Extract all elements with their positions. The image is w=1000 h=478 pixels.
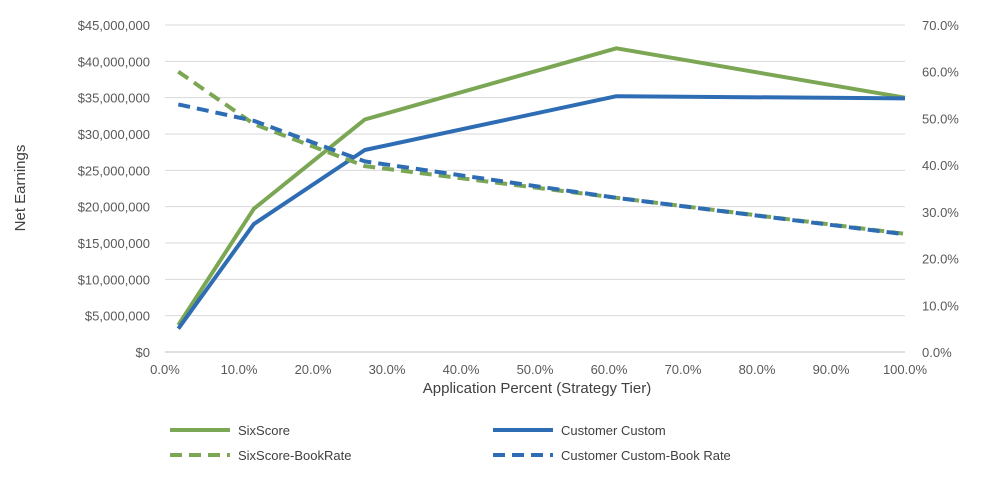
y-left-axis-ticks: $0 $5,000,000 $10,000,000 $15,000,000 $20,00… bbox=[78, 18, 150, 360]
x-tick-label: 50.0% bbox=[517, 362, 554, 377]
series-line bbox=[177, 102, 906, 237]
x-tick-label: 80.0% bbox=[739, 362, 776, 377]
y-left-tick-label: $25,000,000 bbox=[78, 163, 150, 178]
x-tick-label: 10.0% bbox=[221, 362, 258, 377]
y-left-tick-label: $5,000,000 bbox=[85, 309, 150, 324]
y-left-tick-label: $35,000,000 bbox=[78, 91, 150, 106]
y-left-tick-label: $0 bbox=[136, 345, 150, 360]
x-axis-ticks: 0.0% 10.0% 20.0% 30.0% 40.0% 50.0% 60.0% 70.0% 8… bbox=[150, 362, 927, 377]
legend-label: Customer Custom-Book Rate bbox=[561, 448, 731, 463]
legend-label: SixScore bbox=[238, 423, 290, 438]
x-tick-label: 0.0% bbox=[150, 362, 180, 377]
y-left-tick-label: $20,000,000 bbox=[78, 200, 150, 215]
y-left-tick-label: $45,000,000 bbox=[78, 18, 150, 33]
x-tick-label: 30.0% bbox=[369, 362, 406, 377]
y-axis-title: Net Earnings bbox=[12, 145, 29, 232]
y-right-tick-label: 70.0% bbox=[922, 18, 959, 33]
y-left-tick-label: $10,000,000 bbox=[78, 272, 150, 287]
x-axis-title: Application Percent (Strategy Tier) bbox=[423, 380, 651, 397]
x-tick-label: 90.0% bbox=[813, 362, 850, 377]
y-right-tick-label: 0.0% bbox=[922, 345, 952, 360]
x-tick-label: 70.0% bbox=[665, 362, 702, 377]
y-right-tick-label: 10.0% bbox=[922, 298, 959, 313]
y-right-tick-label: 40.0% bbox=[922, 158, 959, 173]
x-tick-label: 40.0% bbox=[443, 362, 480, 377]
x-tick-label: 60.0% bbox=[591, 362, 628, 377]
y-left-tick-label: $40,000,000 bbox=[78, 54, 150, 69]
y-right-axis-ticks: 0.0% 10.0% 20.0% 30.0% 40.0% 50.0% 60.0% 70.0% bbox=[922, 18, 959, 360]
y-left-tick-label: $30,000,000 bbox=[78, 127, 150, 142]
y-right-tick-label: 20.0% bbox=[922, 252, 959, 267]
y-right-tick-label: 60.0% bbox=[922, 65, 959, 80]
y-right-tick-label: 50.0% bbox=[922, 111, 959, 126]
series-line bbox=[177, 70, 906, 236]
legend: SixScore Customer Custom SixScore-BookRate… bbox=[170, 423, 731, 463]
x-tick-label: 100.0% bbox=[883, 362, 928, 377]
x-tick-label: 20.0% bbox=[295, 362, 332, 377]
series-line bbox=[176, 46, 906, 327]
y-right-tick-label: 30.0% bbox=[922, 205, 959, 220]
legend-label: Customer Custom bbox=[561, 423, 666, 438]
y-left-tick-label: $15,000,000 bbox=[78, 236, 150, 251]
series-line bbox=[176, 94, 906, 330]
legend-label: SixScore-BookRate bbox=[238, 448, 351, 463]
series-lines bbox=[176, 46, 906, 330]
